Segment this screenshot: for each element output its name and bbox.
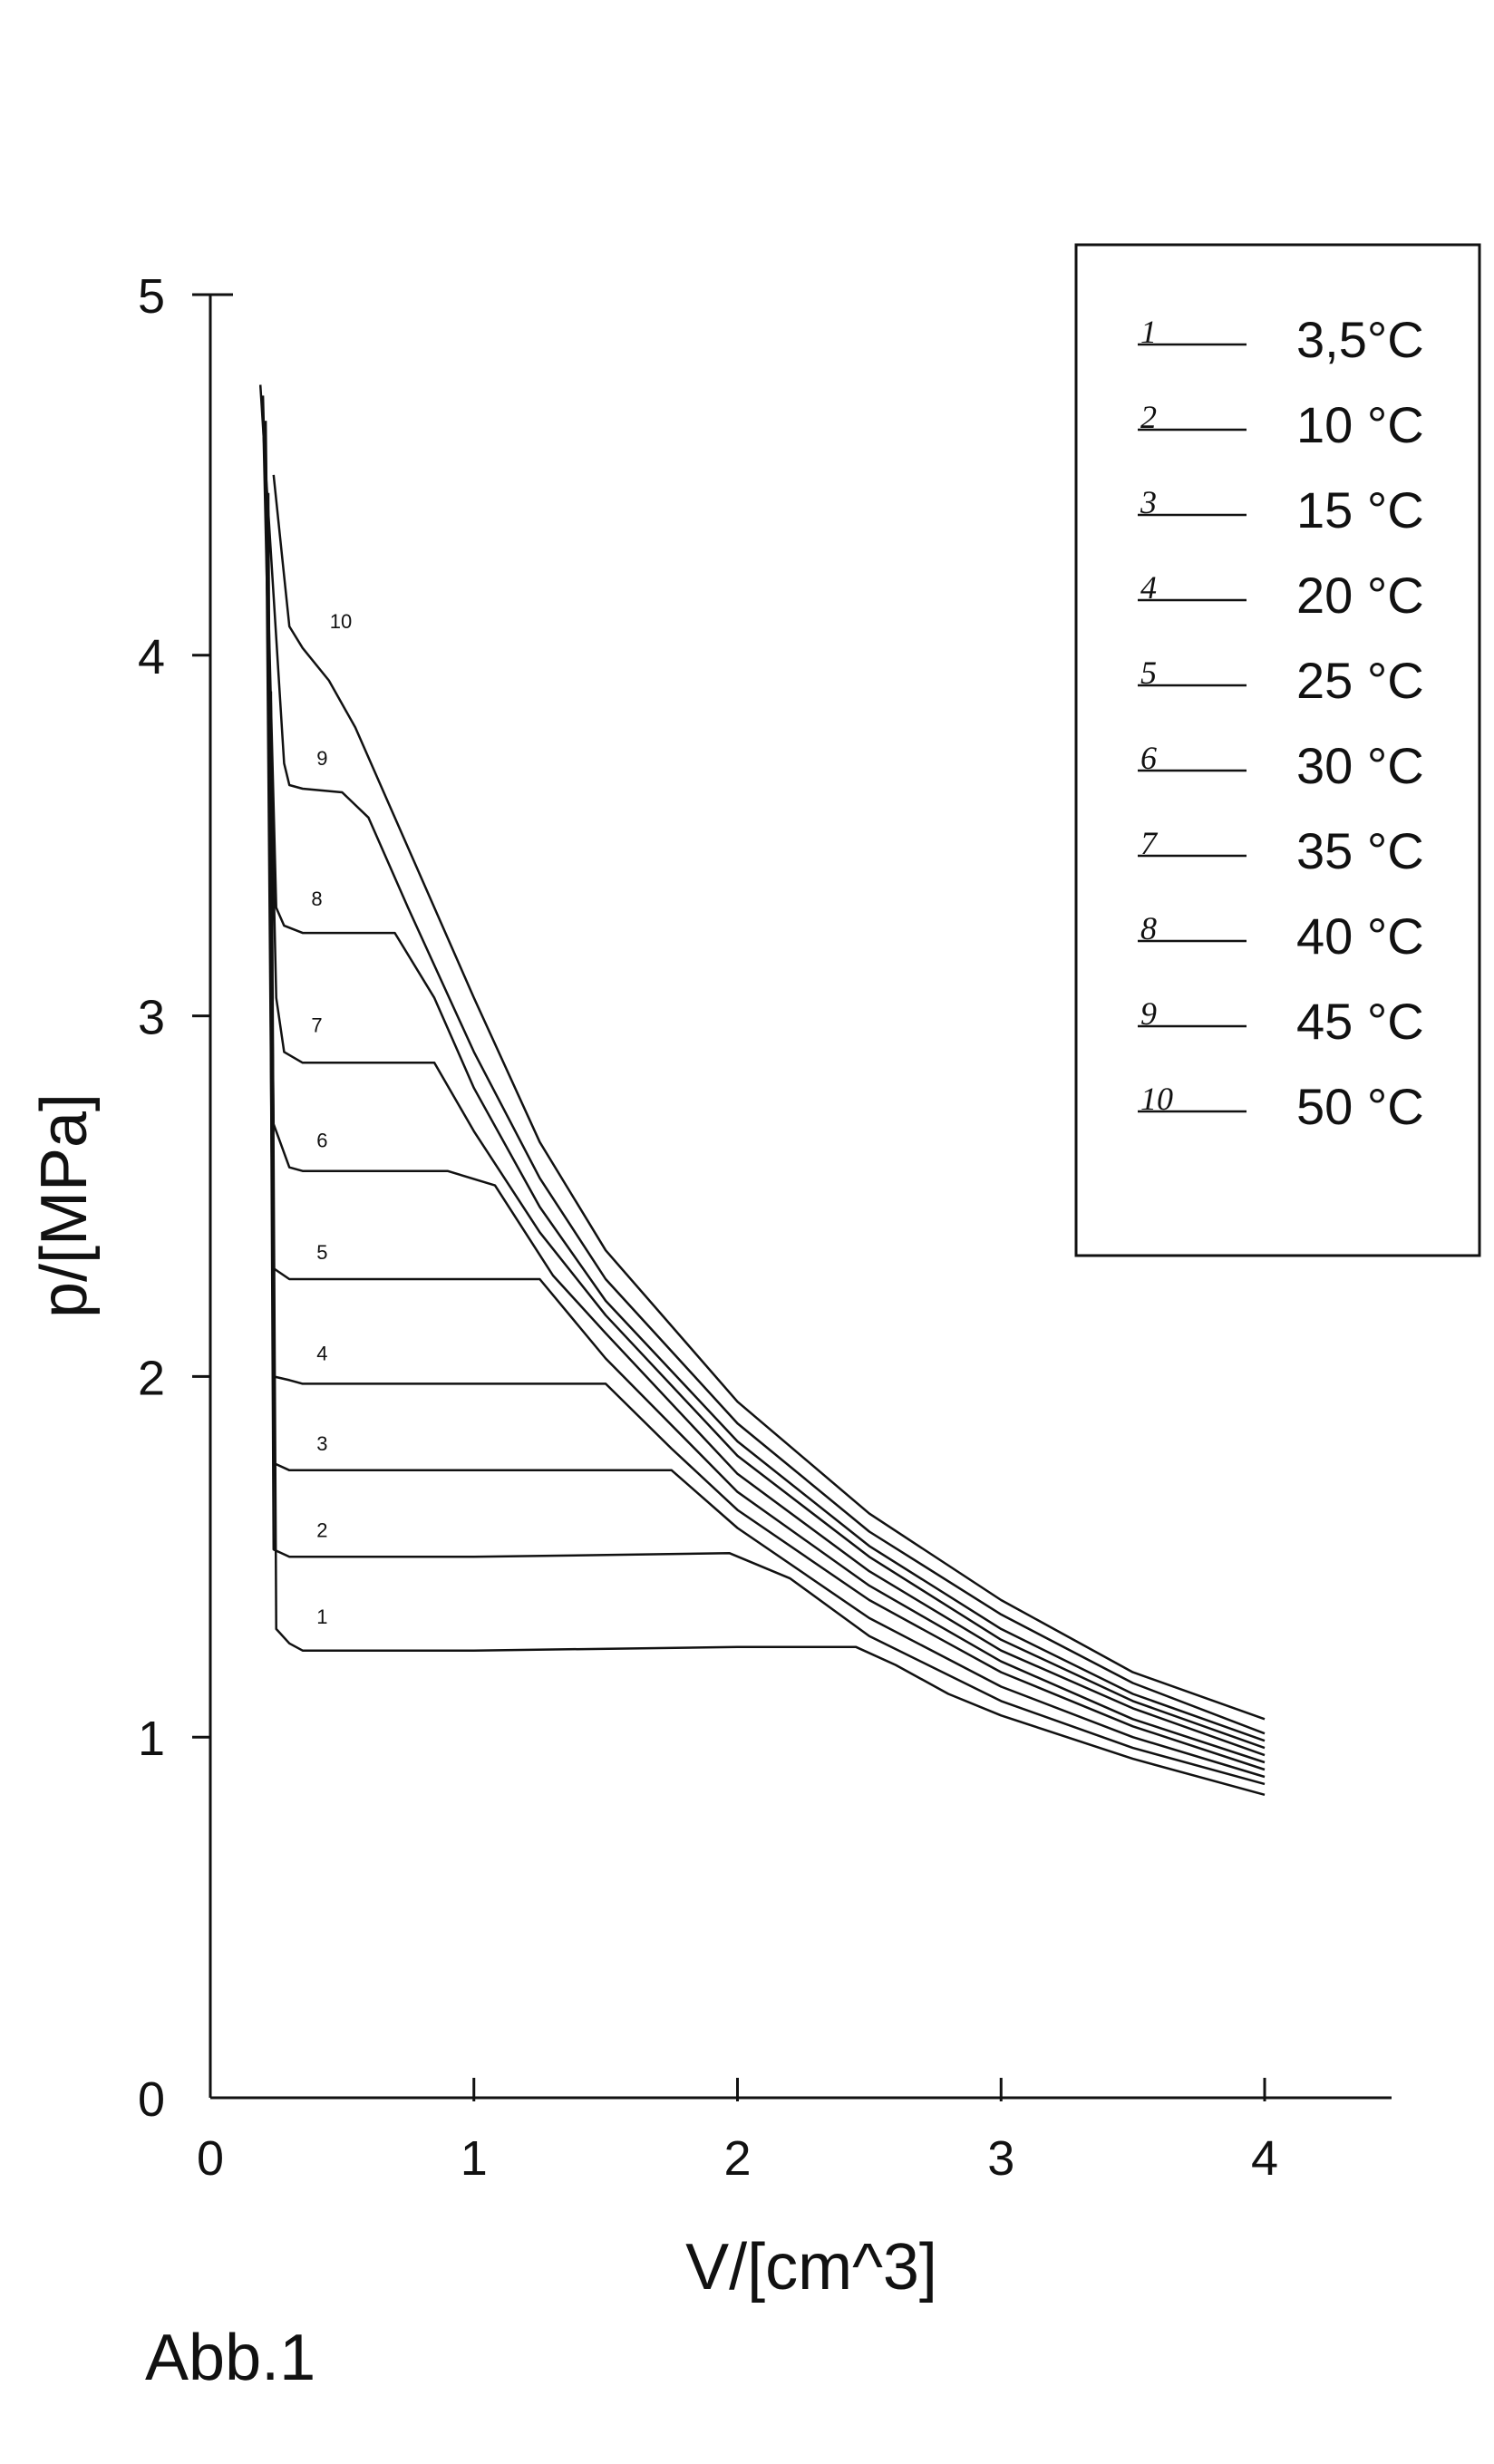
legend-item-label: 15 °C	[1296, 481, 1424, 538]
legend-item: 1 3,5°C	[1138, 311, 1424, 368]
legend-item: 8 40 °C	[1138, 907, 1424, 965]
legend-item-number: 6	[1140, 740, 1157, 776]
curve-label-8: 8	[311, 888, 322, 910]
series-line-2	[267, 565, 1266, 1786]
y-tick-label: 1	[138, 1712, 165, 1766]
legend-item-number: 4	[1140, 569, 1157, 606]
curve-label-7: 7	[311, 1014, 322, 1036]
series-line-8	[261, 395, 1266, 1742]
legend-item: 6 30 °C	[1138, 737, 1424, 794]
y-axis-title: p/[MPa]	[28, 1093, 101, 1318]
x-tick-label: 1	[461, 2131, 488, 2186]
axes: 0 1 2 3 4 0 1 2 3 4 5	[138, 269, 1392, 2186]
y-tick-label: 3	[138, 991, 165, 1045]
legend-item: 10 50 °C	[1138, 1078, 1424, 1135]
curve-label-3: 3	[316, 1432, 327, 1455]
legend-item-label: 10 °C	[1296, 396, 1424, 453]
x-tick-label: 2	[723, 2131, 751, 2186]
series-line-7	[261, 410, 1266, 1750]
curve-labels: 1 2 3 4 5 6 7 8 9 10	[311, 610, 352, 1628]
legend-item-number: 1	[1140, 314, 1157, 350]
curve-label-2: 2	[316, 1518, 327, 1541]
series-line-6	[264, 421, 1266, 1757]
legend-items: 1 3,5°C 2 10 °C 3 15 °C 4 20 °C 5 25 °C 6 30 °C 7 35 …	[1138, 311, 1424, 1135]
legend-item-number: 9	[1140, 995, 1157, 1032]
series-line-1	[269, 691, 1266, 1797]
legend-box	[1074, 243, 1481, 1257]
x-tick-label: 0	[197, 2131, 224, 2186]
curve-label-4: 4	[316, 1342, 327, 1364]
curve-label-5: 5	[316, 1241, 327, 1264]
legend-item-label: 50 °C	[1296, 1078, 1424, 1135]
series-lines	[258, 384, 1266, 1797]
curve-label-6: 6	[316, 1130, 327, 1152]
curve-label-9: 9	[316, 747, 327, 770]
figure-label: Abb.1	[145, 2322, 315, 2394]
y-ticks: 0 1 2 3 4 5	[138, 269, 210, 2127]
x-ticks: 0 1 2 3 4	[197, 2078, 1278, 2186]
x-tick-label: 4	[1251, 2131, 1278, 2186]
y-tick-label: 2	[138, 1351, 165, 1405]
legend-item-number: 5	[1140, 655, 1157, 691]
legend: 1 3,5°C 2 10 °C 3 15 °C 4 20 °C 5 25 °C 6 30 °C 7 35 …	[1074, 243, 1481, 1257]
legend-item-label: 25 °C	[1296, 652, 1424, 709]
curve-label-10: 10	[330, 610, 352, 633]
legend-item: 9 45 °C	[1138, 993, 1424, 1050]
y-tick-label: 4	[138, 630, 165, 684]
curve-label-1: 1	[316, 1605, 327, 1628]
legend-item: 5 25 °C	[1138, 652, 1424, 709]
y-tick-label: 0	[138, 2072, 165, 2127]
legend-item-label: 35 °C	[1296, 822, 1424, 879]
legend-item-label: 45 °C	[1296, 993, 1424, 1050]
legend-item: 7 35 °C	[1138, 822, 1424, 879]
series-line-9	[258, 384, 1266, 1735]
legend-item: 3 15 °C	[1138, 481, 1424, 538]
legend-item-number: 2	[1140, 399, 1157, 435]
series-line-10	[272, 474, 1266, 1721]
legend-item-label: 20 °C	[1296, 567, 1424, 624]
legend-item-number: 3	[1140, 484, 1157, 520]
series-line-5	[264, 439, 1266, 1764]
legend-item-label: 40 °C	[1296, 907, 1424, 965]
legend-item-number: 7	[1140, 825, 1159, 861]
x-tick-label: 3	[987, 2131, 1014, 2186]
legend-item-label: 30 °C	[1296, 737, 1424, 794]
legend-item: 4 20 °C	[1138, 567, 1424, 624]
legend-item-number: 8	[1140, 910, 1157, 946]
series-line-4	[264, 456, 1266, 1771]
x-axis-title: V/[cm^3]	[685, 2231, 937, 2304]
legend-item-label: 3,5°C	[1296, 311, 1424, 368]
series-line-3	[267, 492, 1266, 1779]
legend-item: 2 10 °C	[1138, 396, 1424, 453]
y-tick-label: 5	[138, 269, 165, 324]
